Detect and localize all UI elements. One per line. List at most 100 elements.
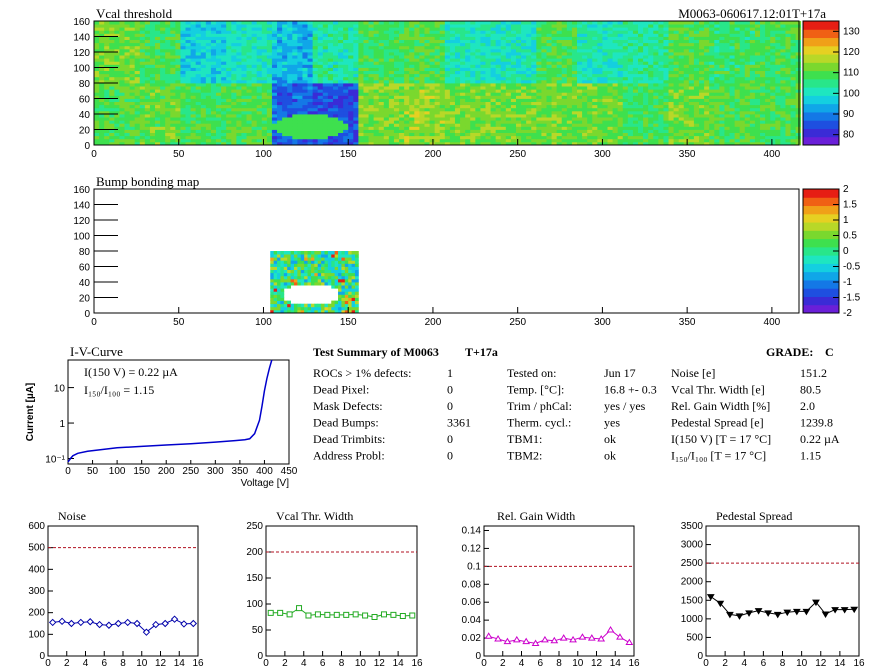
- vcal-cell: [749, 129, 756, 133]
- vcal-cell: [663, 83, 669, 87]
- vcal-cell: [195, 83, 202, 87]
- vcal-cell: [744, 70, 751, 75]
- vcal-cell: [617, 36, 624, 40]
- vcal-cell: [343, 48, 349, 53]
- vcal-cell: [475, 76, 481, 81]
- vcal-cell: [775, 129, 781, 133]
- vcal-cell: [439, 120, 446, 124]
- vcal-cell: [378, 104, 385, 109]
- vcal-cell: [256, 129, 263, 133]
- vcal-cell: [480, 45, 486, 50]
- vcal-cell: [790, 132, 797, 137]
- vcal-cell: [673, 33, 680, 37]
- vcal-cell: [210, 39, 217, 44]
- vcal-cell: [714, 117, 720, 121]
- vcal-cell: [597, 132, 603, 137]
- vcal-cell: [434, 135, 441, 140]
- vcal-cell: [561, 70, 568, 75]
- vcal-cell: [434, 92, 441, 96]
- vcal-cell: [460, 101, 466, 106]
- vcal-cell: [480, 89, 486, 93]
- vcal-cell: [307, 138, 314, 143]
- vcal-cell: [155, 83, 161, 87]
- vcal-cell: [317, 141, 324, 146]
- vcal-cell: [205, 123, 212, 127]
- vcal-cell: [170, 141, 176, 146]
- vcal-cell: [510, 98, 517, 102]
- vcal-cell: [190, 89, 197, 93]
- vcal-cell: [165, 141, 171, 146]
- vcal-cell: [292, 86, 298, 90]
- vcal-cell: [195, 42, 202, 47]
- vcal-cell: [470, 104, 476, 109]
- vcal-cell: [185, 95, 191, 99]
- vcal-cell: [673, 132, 680, 137]
- vcal-cell: [699, 101, 705, 106]
- vcal-cell: [541, 33, 547, 37]
- vcal-cell: [378, 123, 385, 127]
- vcal-cell: [521, 95, 527, 99]
- vcal-cell: [643, 52, 649, 56]
- vcal-cell: [332, 61, 339, 65]
- vcal-cell: [744, 123, 751, 127]
- vcal-cell: [526, 92, 532, 96]
- vcal-cell: [521, 67, 527, 71]
- vcal-cell: [719, 132, 725, 137]
- vcal-cell: [480, 42, 486, 47]
- vcal-cell: [277, 123, 283, 127]
- vcal-cell: [648, 126, 654, 130]
- vcal-cell: [790, 58, 797, 62]
- vcal-cell: [470, 45, 476, 50]
- vcal-cell: [185, 92, 191, 96]
- vcal-cell: [638, 129, 644, 133]
- vcal-cell: [322, 132, 329, 137]
- vcal-cell: [388, 86, 395, 90]
- vcal-cell: [699, 95, 705, 99]
- vcal-cell: [454, 33, 461, 37]
- vcal-cell: [109, 98, 115, 102]
- vcal-cell: [576, 135, 583, 140]
- vcal-cell: [292, 39, 298, 44]
- vcal-cell: [216, 126, 222, 130]
- vcal-cell: [668, 117, 674, 121]
- vcal-cell: [327, 55, 334, 59]
- vcal-cell: [688, 52, 695, 56]
- vcal-cell: [231, 45, 237, 50]
- vcal-cell: [704, 39, 710, 44]
- vcal-cell: [612, 48, 619, 53]
- vcal-cell: [571, 83, 578, 87]
- vcal-cell: [200, 64, 207, 68]
- vcal-cell: [536, 132, 542, 137]
- vcal-cell: [760, 39, 766, 44]
- vcal-cell: [419, 110, 425, 115]
- vcal-cell: [348, 83, 354, 87]
- vcal-cell: [668, 61, 674, 65]
- vcal-cell: [180, 129, 186, 133]
- vcal-cell: [688, 48, 695, 53]
- vcal-cell: [668, 45, 674, 50]
- vcal-cell: [688, 98, 695, 102]
- vcal-cell: [322, 98, 329, 102]
- vcal-cell: [673, 92, 680, 96]
- vcal-cell: [510, 126, 517, 130]
- vcal-cell: [317, 101, 324, 106]
- vcal-cell: [683, 36, 690, 40]
- vcal-cell: [114, 107, 120, 112]
- vcal-cell: [358, 36, 364, 40]
- vcal-cell: [282, 89, 288, 93]
- vcal-cell: [531, 48, 537, 53]
- vcal-cell: [770, 39, 776, 44]
- vcal-cell: [592, 79, 598, 84]
- vcal-cell: [292, 76, 298, 81]
- vcal-cell: [94, 33, 100, 37]
- vcal-cell: [485, 52, 491, 56]
- vcal-cell: [302, 98, 308, 102]
- vcal-cell: [414, 104, 420, 109]
- vcal-cell: [205, 86, 212, 90]
- vcal-cell: [94, 70, 100, 75]
- vcal-cell: [490, 132, 497, 137]
- vcal-cell: [338, 104, 344, 109]
- vcal-cell: [358, 70, 364, 75]
- vcal-cell: [409, 89, 415, 93]
- vcal-cell: [775, 45, 781, 50]
